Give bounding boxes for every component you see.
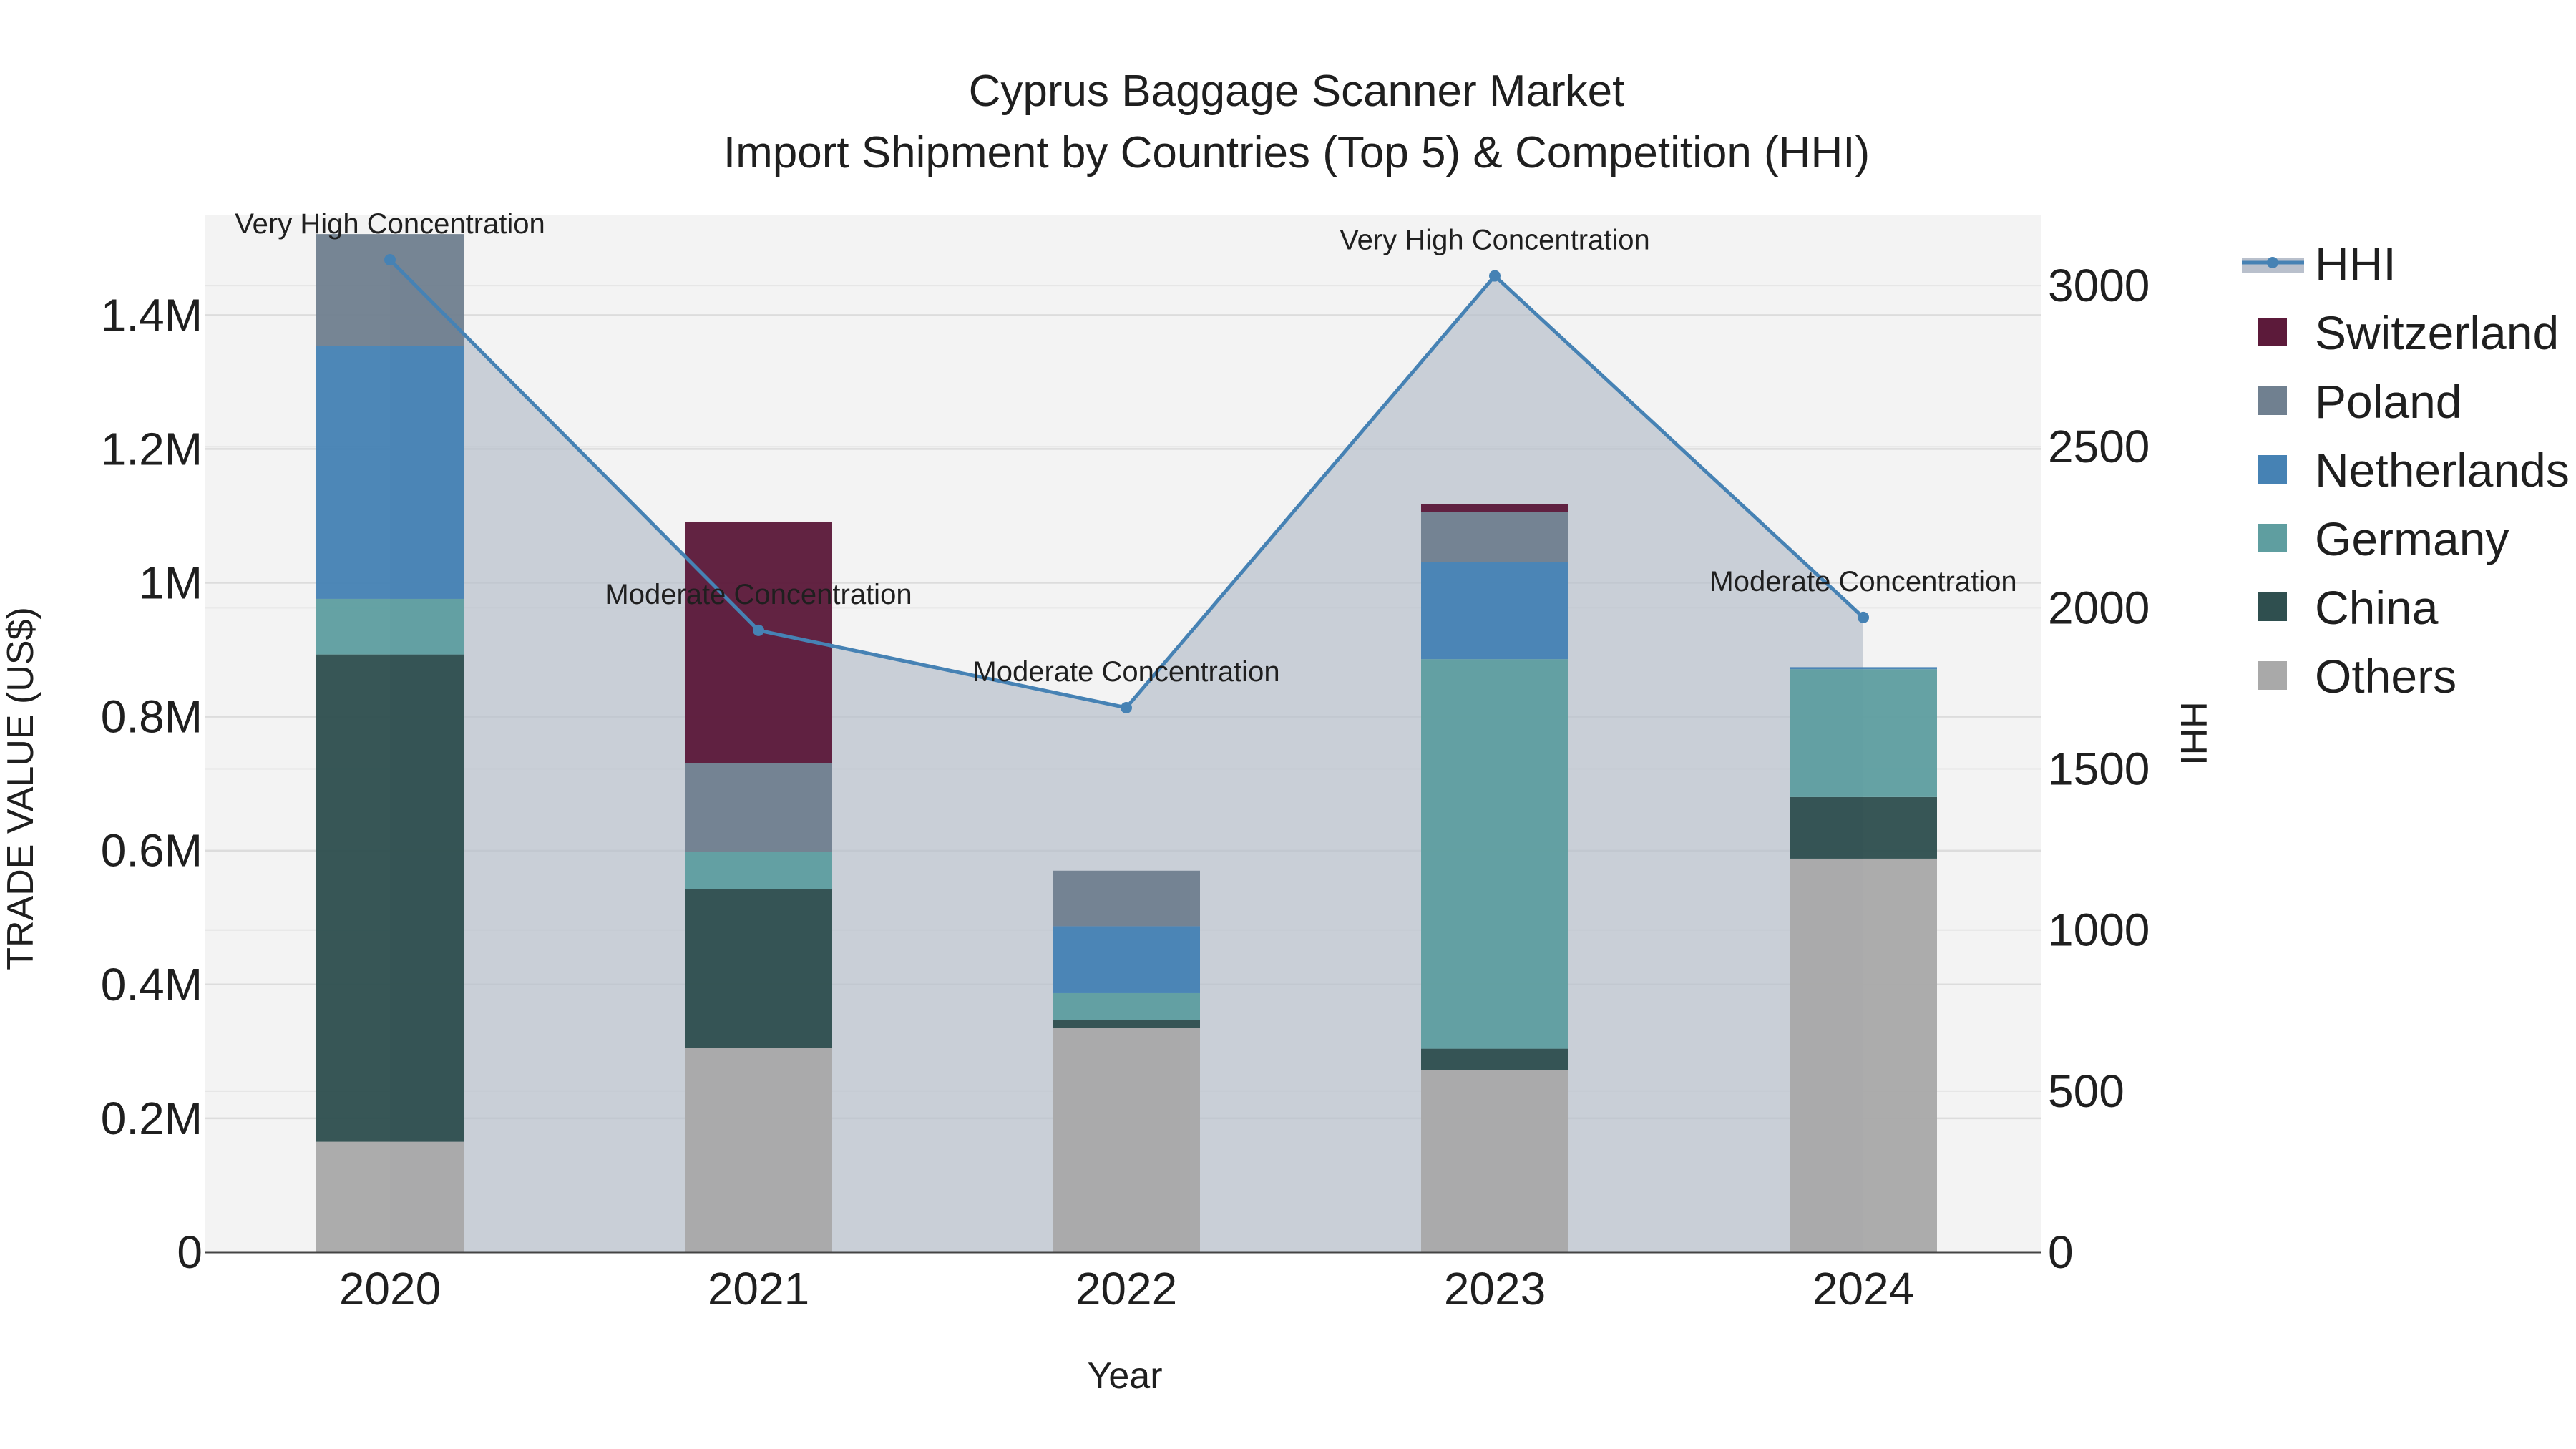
y2-tick-label: 3000 xyxy=(2048,260,2150,311)
x-tick-label-2022: 2022 xyxy=(1075,1263,1177,1314)
hhi-label-2022: Moderate Concentration xyxy=(972,656,1279,688)
legend-item-china[interactable]: China xyxy=(2258,581,2439,634)
x-tick-label-2020: 2020 xyxy=(339,1263,441,1314)
legend: HHI Switzerland Poland Netherlands Germany Ch… xyxy=(2242,238,2570,703)
bar-china-2024 xyxy=(1790,796,1937,859)
y-axis-ticks: 0 0.2M 0.4M 0.6M 0.8M 1M 1.2M 1.4M xyxy=(101,289,203,1278)
y2-axis-ticks: 0 500 1000 1500 2000 2500 3000 xyxy=(2048,260,2150,1278)
x-axis-title: Year xyxy=(1087,1355,1162,1397)
x-axis-ticks: 2020 2021 2022 2023 2024 xyxy=(339,1263,1914,1314)
bar-netherlands-2024 xyxy=(1790,667,1937,670)
bar-others-2024 xyxy=(1790,858,1937,1252)
legend-item-poland[interactable]: Poland xyxy=(2258,375,2462,428)
bar-germany-2020 xyxy=(316,598,464,655)
y2-tick-label: 2500 xyxy=(2048,421,2150,472)
hhi-label-2023: Very High Concentration xyxy=(1340,225,1650,256)
legend-label: HHI xyxy=(2315,238,2396,291)
bar-germany-2024 xyxy=(1790,669,1937,797)
hhi-points xyxy=(384,254,1869,713)
x-tick-label-2023: 2023 xyxy=(1444,1263,1546,1314)
legend-item-switzerland[interactable]: Switzerland xyxy=(2258,306,2559,359)
legend-swatch xyxy=(2258,318,2287,346)
legend-label: Switzerland xyxy=(2315,306,2559,359)
bar-china-2023 xyxy=(1421,1048,1568,1070)
bar-netherlands-2023 xyxy=(1421,562,1568,660)
hhi-label-2021: Moderate Concentration xyxy=(605,579,912,610)
legend-swatch xyxy=(2258,661,2287,690)
y-axis-title: TRADE VALUE (US$) xyxy=(0,607,42,970)
bar-others-2022 xyxy=(1053,1028,1200,1252)
legend-label: China xyxy=(2315,581,2439,634)
hhi-point-2023 xyxy=(1489,270,1501,282)
legend-swatch-hhi-marker xyxy=(2267,257,2278,268)
legend-swatch xyxy=(2258,455,2287,484)
y-tick-label: 1M xyxy=(139,557,203,609)
bar-switzerland-2023 xyxy=(1421,504,1568,512)
legend-swatch xyxy=(2258,524,2287,552)
bar-poland-2021 xyxy=(685,763,832,852)
bar-china-2021 xyxy=(685,889,832,1048)
bar-germany-2021 xyxy=(685,852,832,889)
bar-germany-2022 xyxy=(1053,992,1200,1020)
hhi-point-2021 xyxy=(753,624,764,636)
y2-axis-title: HHI xyxy=(2172,701,2214,766)
hhi-point-2024 xyxy=(1858,611,1869,623)
y2-tick-label: 1500 xyxy=(2048,743,2150,795)
legend-item-netherlands[interactable]: Netherlands xyxy=(2258,444,2570,497)
y-tick-label: 0 xyxy=(177,1226,203,1278)
legend-item-others[interactable]: Others xyxy=(2258,650,2457,703)
legend-label: Poland xyxy=(2315,375,2462,428)
y2-tick-label: 0 xyxy=(2048,1226,2074,1278)
bar-germany-2023 xyxy=(1421,659,1568,1049)
legend-swatch xyxy=(2258,592,2287,621)
hhi-label-2020: Very High Concentration xyxy=(235,208,545,240)
x-tick-label-2021: 2021 xyxy=(708,1263,809,1314)
bar-others-2020 xyxy=(316,1141,464,1252)
bar-poland-2022 xyxy=(1053,870,1200,927)
y2-tick-label: 1000 xyxy=(2048,904,2150,956)
y-tick-label: 1.4M xyxy=(101,289,203,341)
legend-label: Germany xyxy=(2315,512,2509,565)
y-tick-label: 0.4M xyxy=(101,959,203,1010)
legend-item-hhi[interactable]: HHI xyxy=(2242,238,2396,291)
bar-china-2020 xyxy=(316,654,464,1142)
legend-swatch xyxy=(2258,386,2287,415)
bar-netherlands-2020 xyxy=(316,346,464,599)
y2-tick-label: 500 xyxy=(2048,1065,2124,1117)
y-tick-label: 1.2M xyxy=(101,423,203,474)
bar-poland-2023 xyxy=(1421,512,1568,562)
y2-tick-label: 2000 xyxy=(2048,582,2150,633)
chart-title: Cyprus Baggage Scanner Market xyxy=(969,67,1625,116)
bar-others-2023 xyxy=(1421,1070,1568,1252)
legend-label: Others xyxy=(2315,650,2457,703)
hhi-point-2020 xyxy=(384,254,396,266)
y-tick-label: 0.2M xyxy=(101,1093,203,1144)
bar-netherlands-2022 xyxy=(1053,926,1200,993)
chart-subtitle: Import Shipment by Countries (Top 5) & C… xyxy=(723,128,1870,177)
bar-others-2021 xyxy=(685,1048,832,1252)
x-tick-label-2024: 2024 xyxy=(1813,1263,1914,1314)
hhi-point-2022 xyxy=(1121,701,1132,713)
hhi-annotations: Very High Concentration Moderate Concentr… xyxy=(235,208,2016,688)
legend-item-germany[interactable]: Germany xyxy=(2258,512,2509,565)
bar-poland-2020 xyxy=(316,234,464,346)
bar-china-2022 xyxy=(1053,1020,1200,1028)
hhi-label-2024: Moderate Concentration xyxy=(1709,566,2016,597)
legend-label: Netherlands xyxy=(2315,444,2570,497)
y-tick-label: 0.6M xyxy=(101,825,203,877)
y-tick-label: 0.8M xyxy=(101,691,203,743)
